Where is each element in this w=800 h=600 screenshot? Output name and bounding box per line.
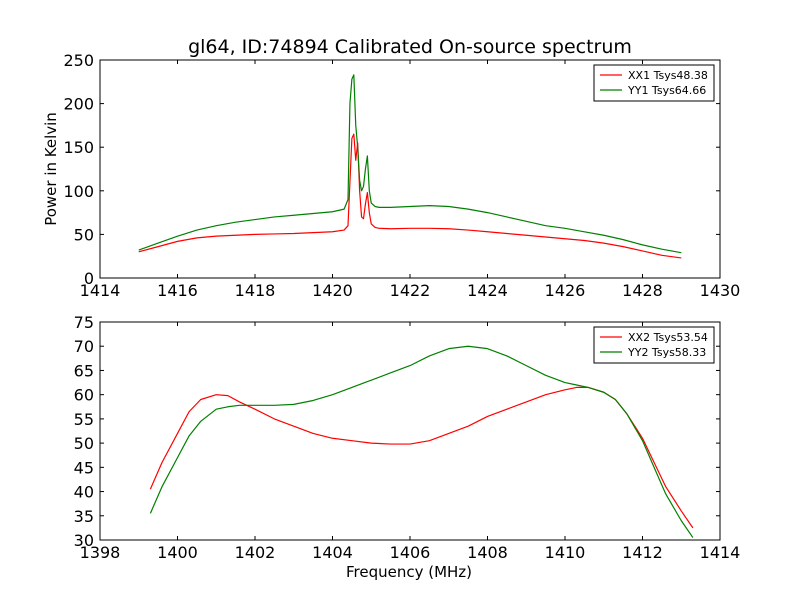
- y-tick-label: 150: [63, 138, 94, 157]
- x-tick-label: 1404: [312, 543, 353, 562]
- y-tick-label: 45: [74, 458, 94, 477]
- legend-entry: XX1 Tsys48.38: [628, 69, 708, 82]
- y-tick-label: 30: [74, 531, 94, 550]
- x-tick-label: 1408: [467, 543, 508, 562]
- x-tick-label: 1418: [235, 281, 276, 300]
- top-spectrum-plot: 1414 1416 1418 1420 1422 1424 1426 1428 1430 0 50 1…: [42, 51, 740, 300]
- y-tick-label: 60: [74, 386, 94, 405]
- legend: XX1 Tsys48.38 YY1 Tsys64.66: [593, 64, 715, 102]
- y-tick-label: 50: [74, 434, 94, 453]
- x-tick-label: 1430: [700, 281, 741, 300]
- x-tick-label: 1414: [700, 543, 741, 562]
- x-tick-label: 1400: [157, 543, 198, 562]
- y-tick-label: 0: [84, 269, 94, 288]
- y-tick-label: 100: [63, 182, 94, 201]
- y-tick-label: 250: [63, 51, 94, 70]
- y-axis-label: Power in Kelvin: [42, 112, 60, 226]
- x-tick-label: 1416: [157, 281, 198, 300]
- y-tick-label: 55: [74, 410, 94, 429]
- x-tick-label: 1398: [80, 543, 121, 562]
- x-tick-label: 1426: [545, 281, 586, 300]
- series-line-yy: [149, 345, 694, 538]
- x-tick-label: 1410: [545, 543, 586, 562]
- x-tick-label: 1406: [390, 543, 431, 562]
- legend-entry: XX2 Tsys53.54: [628, 331, 708, 344]
- figure-title: gl64, ID:74894 Calibrated On-source spec…: [188, 36, 632, 58]
- x-tick-label: 1412: [622, 543, 663, 562]
- y-tick-label: 75: [74, 313, 94, 332]
- legend-entry: YY2 Tsys58.33: [627, 346, 706, 359]
- x-tick-label: 1402: [235, 543, 276, 562]
- legend-box: [593, 326, 715, 364]
- x-tick-label: 1424: [467, 281, 508, 300]
- series-line-yy: [138, 74, 682, 254]
- y-tick-label: 35: [74, 507, 94, 526]
- x-tick-label: 1414: [80, 281, 121, 300]
- legend-box: [593, 64, 715, 102]
- legend-entry: YY1 Tsys64.66: [627, 84, 706, 97]
- y-tick-label: 50: [74, 225, 94, 244]
- y-tick-label: 40: [74, 483, 94, 502]
- x-tick-label: 1422: [390, 281, 431, 300]
- legend: XX2 Tsys53.54 YY2 Tsys58.33: [593, 326, 715, 364]
- x-axis-label: Frequency (MHz): [346, 563, 472, 581]
- y-tick-label: 65: [74, 361, 94, 380]
- x-tick-label: 1428: [622, 281, 663, 300]
- y-tick-label: 70: [74, 337, 94, 356]
- x-tick-label: 1420: [312, 281, 353, 300]
- y-tick-label: 200: [63, 95, 94, 114]
- bottom-spectrum-plot: 1398 1400 1402 1404 1406 1408 1410 1412 1414 30 35…: [74, 313, 741, 581]
- series-line-xx: [138, 133, 682, 259]
